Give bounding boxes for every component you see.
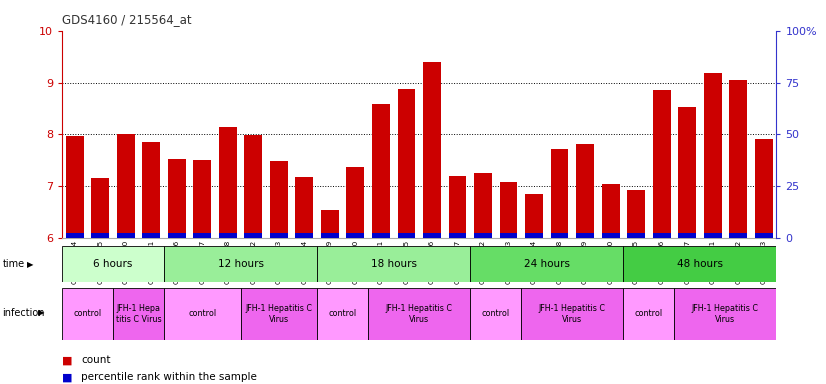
Bar [551,149,568,238]
Bar [624,288,674,340]
Bar [449,176,467,238]
Bar [92,179,109,238]
Bar [678,233,696,238]
Bar [142,142,160,238]
Text: percentile rank within the sample: percentile rank within the sample [81,372,257,382]
Bar [601,184,620,238]
Bar [449,233,467,238]
Bar [729,80,747,238]
Bar [62,246,164,282]
Text: ■: ■ [62,355,73,365]
Text: ■: ■ [62,372,73,382]
Text: 48 hours: 48 hours [676,259,723,269]
Bar [755,139,772,238]
Bar [470,288,521,340]
Bar [164,246,317,282]
Text: 6 hours: 6 hours [93,259,133,269]
Text: count: count [81,355,111,365]
Bar [601,233,620,238]
Bar [525,194,543,238]
Bar [317,288,368,340]
Text: JFH-1 Hepatitis C
Virus: JFH-1 Hepatitis C Virus [386,304,453,324]
Bar [193,161,211,238]
Bar [168,159,186,238]
Bar [116,233,135,238]
Bar [755,233,772,238]
Text: 24 hours: 24 hours [524,259,570,269]
Bar [270,233,287,238]
Bar [66,233,83,238]
Text: JFH-1 Hepatitis C
Virus: JFH-1 Hepatitis C Virus [245,304,312,324]
Bar [474,173,492,238]
Text: GDS4160 / 215564_at: GDS4160 / 215564_at [62,13,192,26]
Bar [674,288,776,340]
Bar [551,233,568,238]
Bar [576,233,594,238]
Bar [270,161,287,238]
Bar [372,233,390,238]
Text: infection: infection [2,308,45,318]
Bar [500,182,517,238]
Bar [296,233,313,238]
Bar [116,134,135,238]
Bar [627,190,645,238]
Bar [368,288,470,340]
Bar [653,90,671,238]
Bar [474,233,492,238]
Bar [321,210,339,238]
Bar [296,177,313,238]
Text: ▶: ▶ [38,308,45,318]
Bar [92,233,109,238]
Text: control: control [188,310,216,318]
Bar [397,233,415,238]
Bar [219,233,237,238]
Bar [704,233,722,238]
Text: control: control [329,310,357,318]
Bar [164,288,240,340]
Bar [729,233,747,238]
Bar [219,127,237,238]
Bar [627,233,645,238]
Bar [317,246,470,282]
Text: control: control [635,310,663,318]
Bar [525,233,543,238]
Bar [244,233,263,238]
Bar [624,246,776,282]
Text: 12 hours: 12 hours [217,259,263,269]
Bar [397,89,415,238]
Bar [346,233,364,238]
Bar [346,167,364,238]
Bar [653,233,671,238]
Text: JFH-1 Hepa
titis C Virus: JFH-1 Hepa titis C Virus [116,304,161,324]
Bar [678,108,696,238]
Text: JFH-1 Hepatitis C
Virus: JFH-1 Hepatitis C Virus [539,304,605,324]
Bar [240,288,317,340]
Bar [576,144,594,238]
Bar [113,288,164,340]
Text: time: time [2,259,25,269]
Bar [193,233,211,238]
Bar [66,136,83,238]
Text: 18 hours: 18 hours [371,259,416,269]
Text: ▶: ▶ [27,260,34,269]
Bar [168,233,186,238]
Bar [244,136,263,238]
Bar [142,233,160,238]
Text: control: control [482,310,510,318]
Bar [372,104,390,238]
Bar [321,233,339,238]
Bar [704,73,722,238]
Bar [423,62,441,238]
Text: JFH-1 Hepatitis C
Virus: JFH-1 Hepatitis C Virus [692,304,759,324]
Bar [500,233,517,238]
Bar [423,233,441,238]
Bar [470,246,624,282]
Bar [521,288,624,340]
Bar [62,288,113,340]
Text: control: control [74,310,102,318]
